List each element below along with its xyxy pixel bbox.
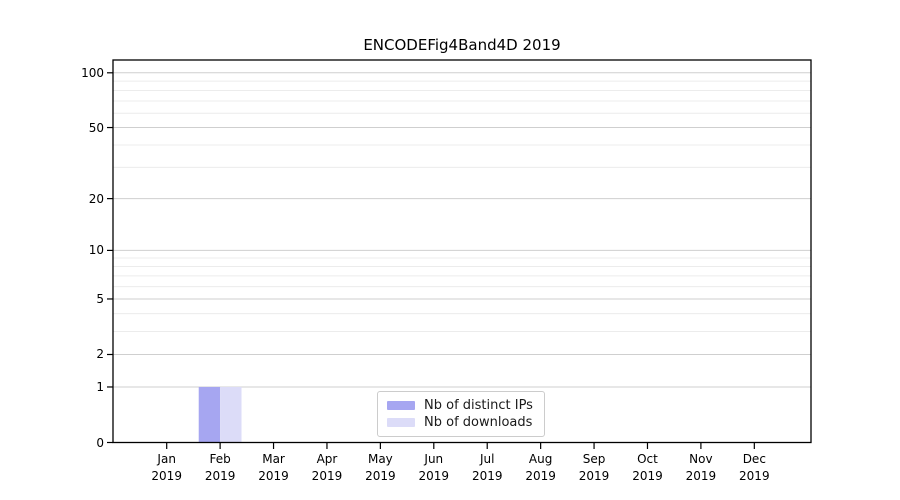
y-tick-label: 5 — [96, 291, 104, 306]
x-tick-label: Jul 2019 — [471, 451, 503, 483]
bar-nb-of-distinct-ips — [198, 386, 221, 443]
y-tick-label: 0 — [96, 435, 104, 450]
y-tick-label: 50 — [88, 120, 104, 135]
y-tick-label: 100 — [81, 65, 104, 80]
legend-item: Nb of distinct IPs — [387, 398, 535, 413]
legend-label: Nb of distinct IPs — [424, 398, 533, 413]
legend-swatch-distinct-ips-icon — [387, 401, 415, 410]
x-tick-label: May 2019 — [365, 451, 396, 483]
y-tick-label: 20 — [88, 191, 104, 206]
x-tick-label: Oct 2019 — [632, 451, 663, 483]
legend-swatch-downloads-icon — [387, 418, 415, 427]
y-tick-label: 1 — [96, 379, 104, 394]
legend: Nb of distinct IPs Nb of downloads — [377, 391, 545, 437]
x-tick-label: Sep 2019 — [578, 451, 610, 483]
x-tick-label: Jan 2019 — [151, 451, 182, 483]
x-tick-label: Feb 2019 — [204, 451, 236, 483]
x-tick-label: Aug 2019 — [525, 451, 556, 483]
y-tick-label: 10 — [88, 243, 104, 258]
x-tick-label: Jun 2019 — [418, 451, 450, 483]
y-tick-label: 2 — [96, 347, 104, 362]
x-tick-label: Dec 2019 — [739, 451, 770, 483]
chart-title: ENCODEFig4Band4D 2019 — [363, 36, 561, 54]
legend-label: Nb of downloads — [424, 415, 533, 430]
plot-frame — [112, 59, 812, 444]
x-tick-label: Apr 2019 — [311, 451, 343, 483]
bar-nb-of-downloads — [220, 386, 242, 443]
x-tick-label: Nov 2019 — [685, 451, 717, 483]
legend-item: Nb of downloads — [387, 415, 535, 430]
x-tick-label: Mar 2019 — [258, 451, 289, 483]
